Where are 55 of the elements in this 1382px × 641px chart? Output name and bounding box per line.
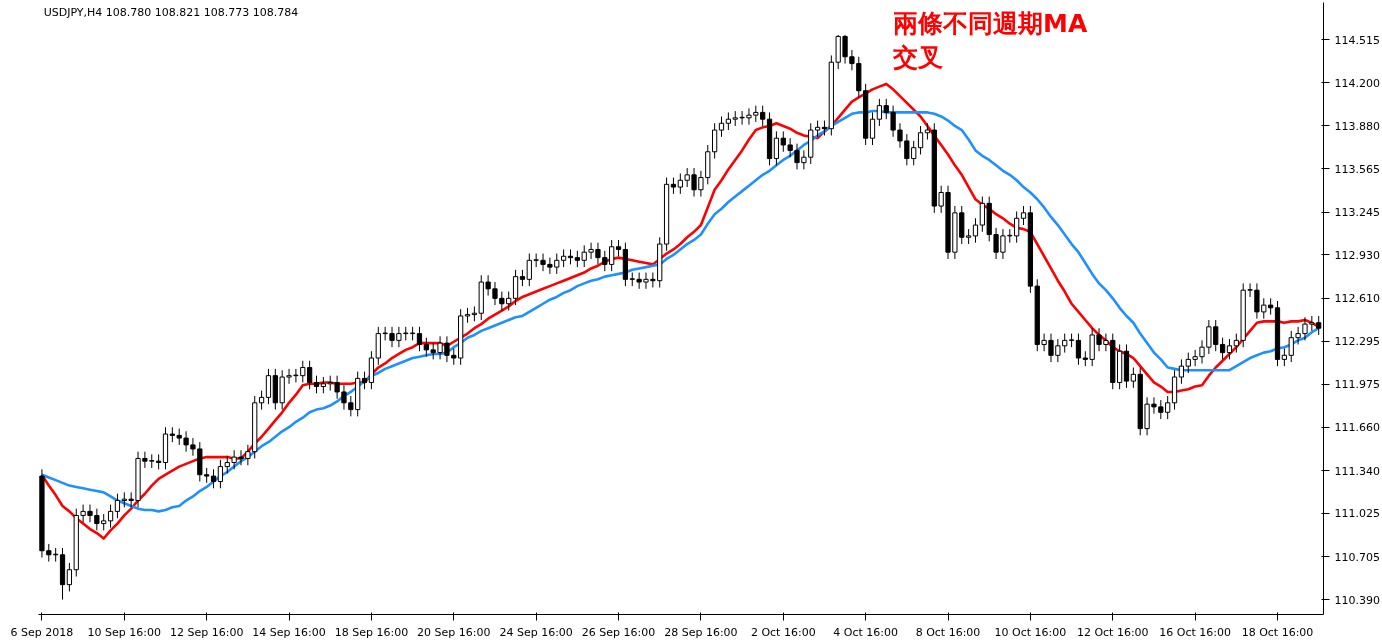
candlestick	[869, 111, 876, 146]
candlestick	[1226, 338, 1233, 360]
candlestick	[677, 172, 683, 195]
y-tick-label: 114.515	[1334, 33, 1380, 47]
x-tick-label: 28 Sep 16:00	[664, 625, 738, 639]
y-tick-label: 114.200	[1334, 76, 1380, 90]
y-tick-label: 112.610	[1334, 292, 1380, 306]
candlestick	[258, 390, 265, 411]
x-tick-label: 12 Oct 16:00	[1076, 625, 1149, 639]
candlestick	[416, 326, 423, 352]
y-tick-label: 112.930	[1334, 248, 1380, 262]
x-tick-label: 14 Sep 16:00	[252, 625, 326, 639]
y-tick-label: 112.295	[1334, 335, 1380, 349]
y-tick-label: 113.565	[1334, 162, 1380, 176]
candlestick	[265, 368, 272, 405]
x-tick-label: 16 Oct 16:00	[1159, 625, 1231, 639]
candlestick	[1020, 205, 1027, 226]
candlestick	[917, 125, 924, 155]
y-tick-label: 110.705	[1334, 550, 1380, 564]
x-tick-label: 12 Sep 16:00	[169, 625, 244, 639]
candlestick	[773, 130, 780, 166]
y-tick-label: 111.340	[1334, 464, 1380, 478]
y-tick-label: 111.025	[1334, 507, 1380, 521]
candlestick	[1219, 337, 1226, 360]
candlestick	[712, 122, 718, 160]
candlestick	[114, 493, 121, 519]
x-tick-label: 6 Sep 2018	[10, 625, 74, 639]
candlestick	[1062, 333, 1068, 354]
x-tick-label: 24 Sep 16:00	[499, 625, 573, 639]
candlestick	[512, 269, 519, 306]
y-tick-label: 111.660	[1334, 421, 1380, 435]
chart-title: USDJPY,H4 108.780 108.821 108.773 108.784	[43, 5, 299, 19]
candlestick	[526, 253, 532, 287]
candlestick	[423, 337, 429, 358]
y-tick-label: 110.390	[1334, 593, 1380, 607]
x-tick-label: 10 Sep 16:00	[87, 625, 162, 639]
x-tick-label: 18 Sep 16:00	[334, 625, 409, 639]
x-tick-label: 10 Oct 16:00	[994, 625, 1067, 639]
candlestick	[1178, 358, 1185, 385]
y-tick-label: 113.880	[1334, 119, 1380, 133]
y-tick-label: 113.245	[1334, 206, 1380, 220]
x-tick-label: 8 Oct 16:00	[915, 625, 981, 639]
candlestick	[1075, 333, 1082, 366]
x-tick-label: 20 Sep 16:00	[417, 625, 491, 639]
candlestick	[718, 115, 725, 138]
annotation: 兩條不同週期MA 交叉	[892, 8, 1088, 73]
candlestick	[107, 504, 114, 529]
y-tick-label: 111.975	[1334, 378, 1380, 392]
candlestick	[972, 217, 979, 244]
x-tick-label: 26 Sep 16:00	[581, 625, 656, 639]
x-tick-label: 4 Oct 16:00	[833, 625, 899, 639]
candlestick	[210, 468, 217, 489]
candlestick	[1233, 333, 1239, 354]
x-tick-label: 18 Oct 16:00	[1241, 625, 1314, 639]
x-tick-label: 2 Oct 16:00	[750, 625, 816, 639]
